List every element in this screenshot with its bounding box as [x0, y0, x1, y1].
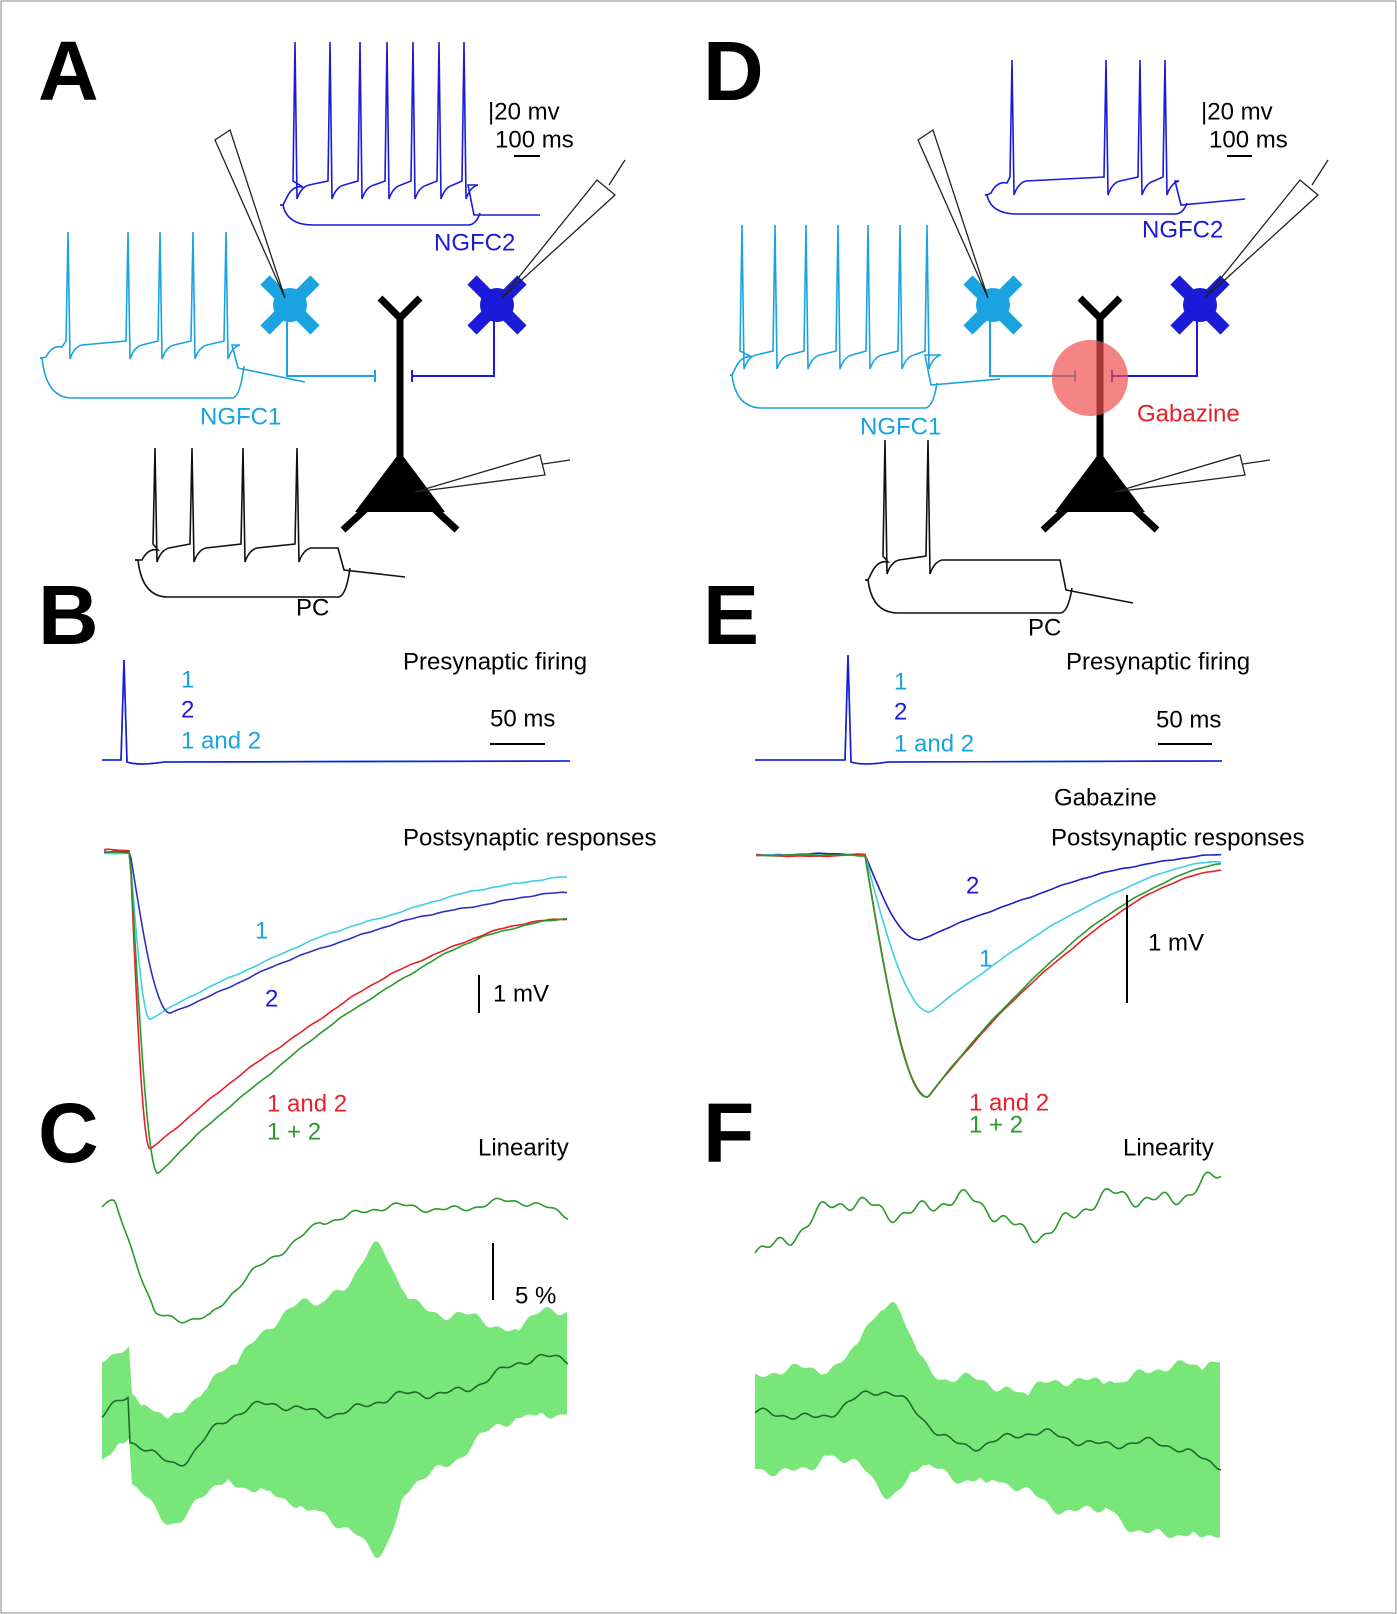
title: Linearity	[1123, 1134, 1214, 1161]
drug-label: Gabazine	[1137, 400, 1240, 427]
panel-label: C	[38, 1086, 99, 1180]
scale-label: 50 ms	[490, 705, 555, 732]
trace-label: 1 + 2	[267, 1118, 321, 1145]
voltage-trace	[730, 375, 937, 408]
cell-label: PC	[296, 594, 329, 621]
pipette	[502, 160, 625, 298]
pipette	[1115, 455, 1270, 492]
voltage-trace	[985, 60, 1245, 205]
trace-label: 2	[966, 872, 979, 899]
cell-label: NGFC2	[1142, 216, 1223, 243]
pyramidal-soma	[1055, 452, 1145, 512]
panel-label: B	[38, 568, 99, 662]
trace-label: 1	[979, 945, 992, 972]
voltage-trace	[730, 225, 1000, 385]
panel-label: A	[38, 24, 99, 118]
voltage-trace	[280, 205, 480, 225]
title: Postsynaptic responses	[1051, 824, 1304, 851]
panel-label: D	[703, 24, 764, 118]
scale-label: 5 %	[515, 1282, 556, 1309]
response-trace	[757, 854, 1221, 1097]
interneuron-soma	[976, 288, 1010, 322]
response-trace	[105, 852, 567, 1173]
voltage-trace	[40, 358, 244, 398]
voltage-trace	[985, 195, 1187, 214]
scale-label: |20 mv	[488, 98, 560, 125]
condition-label: Gabazine	[1054, 784, 1157, 811]
trace-label: 1 and 2	[267, 1090, 347, 1117]
figure: A |20 mv 100 ms NGFC1 NGFC2 PC B Presyna…	[0, 0, 1397, 1614]
linearity-trace	[755, 1172, 1221, 1253]
title: Postsynaptic responses	[403, 824, 656, 851]
cell-label: NGFC1	[200, 403, 281, 430]
confidence-band	[755, 1302, 1220, 1539]
scale-label: 50 ms	[1156, 706, 1221, 733]
scale-label: 1 mV	[493, 980, 549, 1007]
scale-label: 1 mV	[1148, 929, 1204, 956]
pyramidal-cell	[380, 298, 420, 470]
confidence-band	[102, 1241, 567, 1558]
trace-label: 1	[894, 668, 907, 695]
trace-label: 2	[894, 698, 907, 725]
title: Linearity	[478, 1134, 569, 1161]
trace-label: 2	[181, 696, 194, 723]
trace-label: 1	[255, 917, 268, 944]
response-trace	[757, 853, 1221, 940]
panel-label: E	[703, 568, 759, 662]
pipette	[415, 455, 570, 492]
drug-application	[1052, 340, 1128, 416]
voltage-trace	[865, 580, 1072, 613]
interneuron-soma	[273, 288, 307, 322]
interneuron-soma	[1183, 288, 1217, 322]
trace-label: 1	[181, 666, 194, 693]
title: Presynaptic firing	[1066, 648, 1250, 675]
trace-label: 1 + 2	[969, 1111, 1023, 1138]
pipette	[918, 130, 988, 298]
voltage-trace	[135, 560, 350, 597]
interneuron-soma	[480, 288, 514, 322]
response-trace	[757, 855, 1221, 1097]
trace-label: 1 and 2	[894, 730, 974, 757]
scale-label: 100 ms	[1209, 126, 1288, 153]
cell-label: NGFC1	[860, 413, 941, 440]
cell-label: NGFC2	[434, 229, 515, 256]
scale-label: 100 ms	[495, 126, 574, 153]
pyramidal-soma	[355, 452, 445, 512]
trace-label: 2	[265, 985, 278, 1012]
title: Presynaptic firing	[403, 648, 587, 675]
synapse-connection	[287, 320, 375, 382]
panel-label: F	[703, 1086, 754, 1180]
cell-label: PC	[1028, 614, 1061, 641]
trace-label: 1 and 2	[181, 727, 261, 754]
scale-label: |20 mv	[1201, 98, 1273, 125]
pipette	[1205, 160, 1328, 298]
